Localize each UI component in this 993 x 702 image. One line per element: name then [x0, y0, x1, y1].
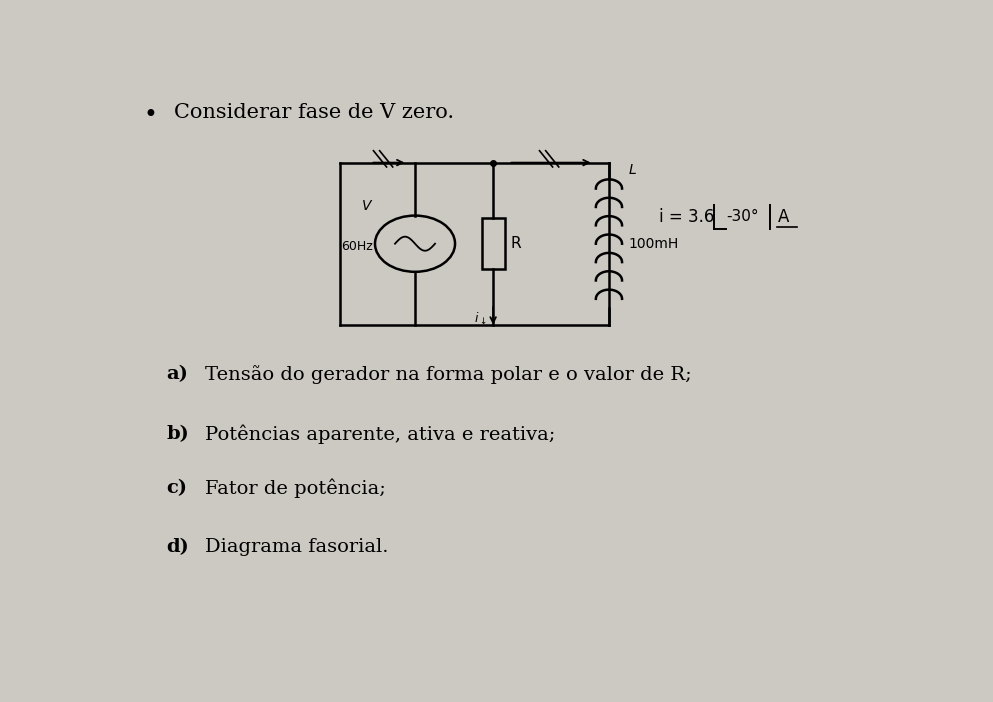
Text: $i_{\downarrow}$: $i_{\downarrow}$: [475, 311, 487, 327]
Text: L: L: [629, 163, 636, 177]
Text: c): c): [167, 479, 188, 497]
Text: d): d): [167, 538, 190, 556]
Text: -30°: -30°: [726, 209, 759, 224]
Text: Diagrama fasorial.: Diagrama fasorial.: [205, 538, 388, 556]
Text: A: A: [778, 208, 788, 225]
Text: 60Hz: 60Hz: [342, 240, 373, 253]
Text: b): b): [167, 425, 190, 443]
Text: •: •: [143, 103, 157, 127]
Text: 100mH: 100mH: [629, 237, 678, 251]
Text: Potências aparente, ativa e reativa;: Potências aparente, ativa e reativa;: [205, 425, 555, 444]
Text: Fator de potência;: Fator de potência;: [205, 479, 386, 498]
Text: R: R: [510, 236, 521, 251]
Text: V: V: [361, 199, 371, 213]
Bar: [482, 218, 504, 270]
Text: Considerar fase de V zero.: Considerar fase de V zero.: [174, 103, 454, 122]
Text: a): a): [167, 365, 189, 383]
Text: i = 3.6: i = 3.6: [659, 208, 714, 225]
Text: Tensão do gerador na forma polar e o valor de R;: Tensão do gerador na forma polar e o val…: [205, 365, 692, 384]
